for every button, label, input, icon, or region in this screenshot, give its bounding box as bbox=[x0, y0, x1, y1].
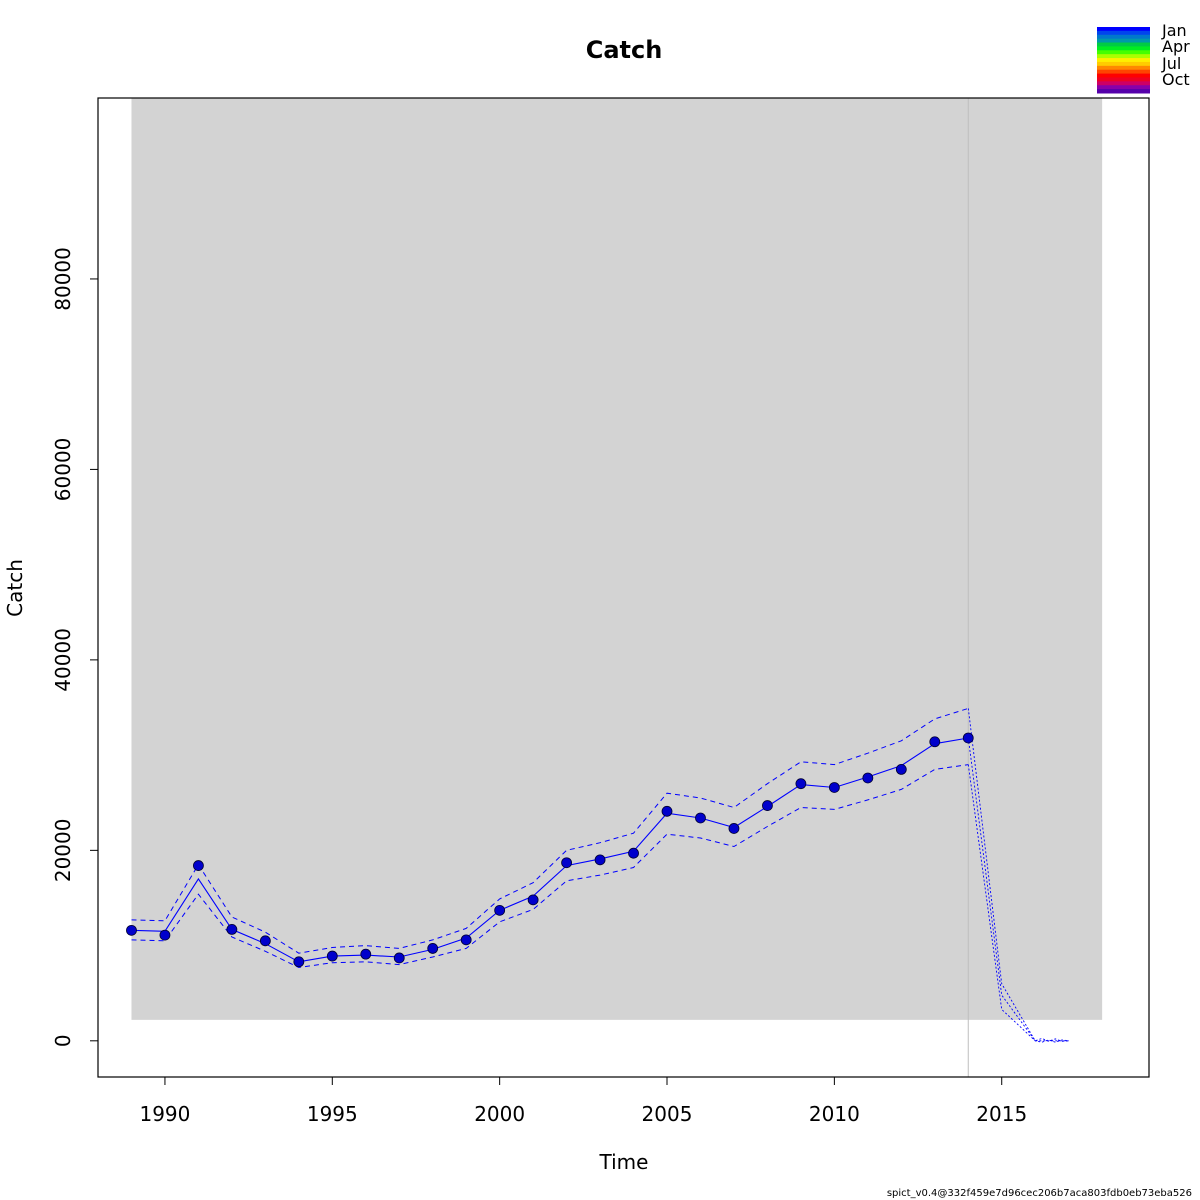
x-tick-label: 1990 bbox=[139, 1102, 190, 1126]
legend-color-band bbox=[1097, 46, 1150, 51]
data-point bbox=[159, 929, 171, 941]
data-point bbox=[360, 948, 372, 960]
data-point bbox=[828, 782, 840, 793]
x-tick-label: 2010 bbox=[809, 1102, 860, 1126]
legend-color-band bbox=[1097, 61, 1150, 67]
series-line-prediction bbox=[967, 737, 1069, 1042]
data-point bbox=[561, 857, 572, 869]
legend-color-band bbox=[1097, 85, 1150, 90]
x-tick-label: 2015 bbox=[976, 1102, 1027, 1126]
series-line-lower_ci bbox=[131, 764, 969, 969]
y-tick-label: 40000 bbox=[51, 628, 75, 692]
legend-color-band bbox=[1097, 34, 1150, 40]
data-point bbox=[259, 935, 271, 947]
legend-color-band bbox=[1097, 65, 1150, 71]
legend-color-band bbox=[1097, 42, 1150, 47]
data-point bbox=[126, 924, 137, 936]
legend-color-band bbox=[1097, 69, 1150, 75]
data-point bbox=[695, 812, 706, 824]
version-footer: spict_v0.4@332f459e7d96cec206b7aca803fdb… bbox=[887, 1188, 1192, 1199]
legend-color-band bbox=[1097, 58, 1150, 63]
y-tick-label: 80000 bbox=[51, 247, 75, 311]
data-point bbox=[862, 772, 874, 784]
data-point bbox=[393, 952, 405, 964]
data-point bbox=[460, 934, 472, 946]
data-point bbox=[628, 847, 639, 859]
series-line-estimate bbox=[131, 737, 969, 963]
shaded-region bbox=[131, 98, 1103, 1020]
data-point bbox=[193, 860, 204, 871]
data-point bbox=[594, 854, 606, 866]
legend-label: Oct bbox=[1162, 70, 1190, 89]
legend-label: Apr bbox=[1162, 37, 1190, 56]
data-point bbox=[762, 800, 773, 811]
y-tick-label: 20000 bbox=[51, 819, 75, 883]
legend-color-band bbox=[1097, 89, 1150, 94]
legend-color-band bbox=[1097, 38, 1150, 44]
data-point bbox=[293, 956, 305, 968]
x-tick-label: 1995 bbox=[307, 1102, 358, 1126]
legend-color-band bbox=[1097, 50, 1150, 55]
legend-color-band bbox=[1097, 73, 1150, 78]
legend-label: Jan bbox=[1161, 21, 1187, 40]
data-point bbox=[661, 805, 673, 817]
chart-title: Catch bbox=[586, 36, 663, 64]
legend-color-band bbox=[1097, 27, 1150, 32]
y-tick-label: 60000 bbox=[51, 438, 75, 502]
data-point bbox=[929, 736, 941, 748]
plot-frame bbox=[97, 97, 1150, 1078]
x-axis-label: Time bbox=[599, 1150, 649, 1174]
legend-color-band bbox=[1097, 54, 1150, 59]
data-point bbox=[494, 904, 506, 916]
data-point bbox=[527, 894, 539, 906]
x-tick-label: 2000 bbox=[474, 1102, 525, 1126]
legend-color-band bbox=[1097, 81, 1150, 86]
series-line-prediction_upper bbox=[967, 708, 1069, 1042]
data-point bbox=[326, 950, 338, 962]
series-line-upper_ci bbox=[131, 707, 969, 954]
x-tick-label: 2005 bbox=[642, 1102, 693, 1126]
data-point bbox=[226, 923, 238, 935]
legend-color-band bbox=[1097, 77, 1150, 82]
legend-label: Jul bbox=[1161, 54, 1181, 73]
data-point bbox=[728, 823, 740, 834]
data-point bbox=[795, 778, 807, 790]
y-tick-label: 0 bbox=[51, 1034, 75, 1047]
y-axis-label: Catch bbox=[3, 559, 27, 617]
data-point bbox=[427, 943, 439, 954]
data-point bbox=[962, 732, 974, 744]
legend-color-band bbox=[1097, 30, 1150, 36]
data-point bbox=[895, 763, 907, 775]
